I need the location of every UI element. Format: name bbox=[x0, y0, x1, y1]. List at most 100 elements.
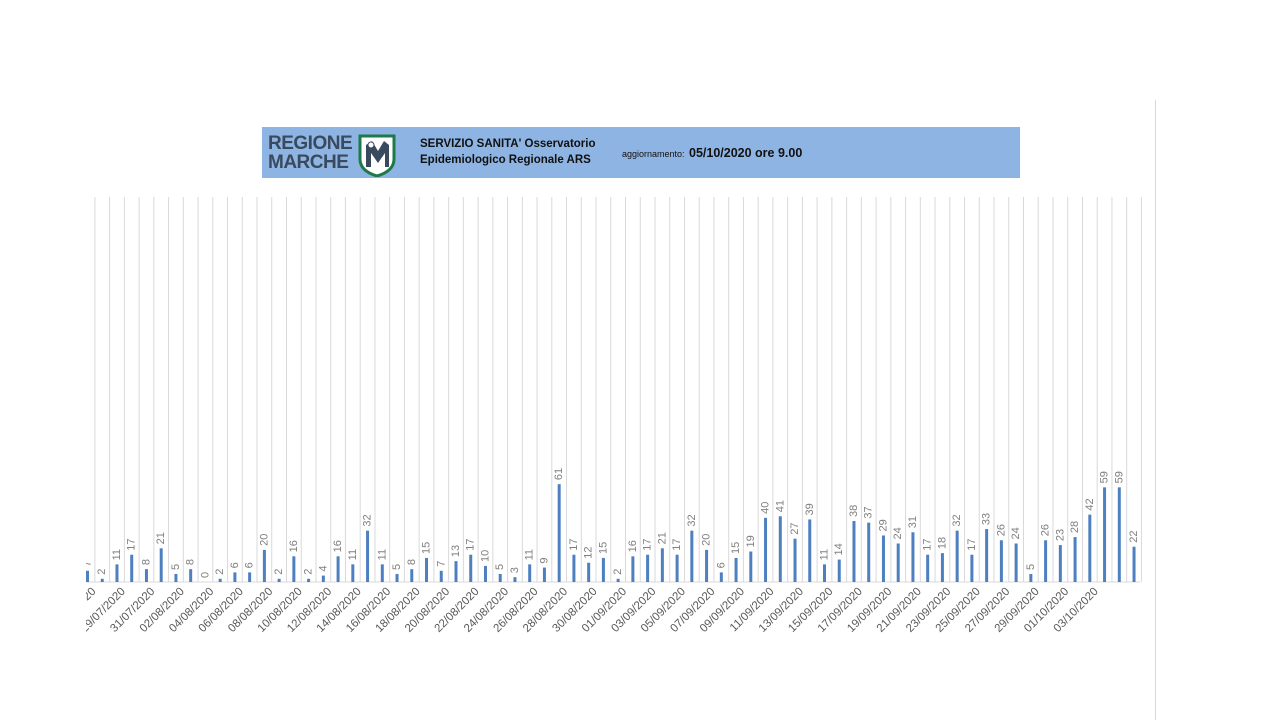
bar-value-label: 16 bbox=[627, 540, 639, 552]
bar bbox=[616, 578, 620, 582]
bar bbox=[439, 570, 443, 582]
bar-value-label: 17 bbox=[966, 538, 978, 550]
bar bbox=[351, 564, 355, 582]
bar-value-label: 18 bbox=[936, 537, 948, 549]
bar-value-label: 2 bbox=[612, 569, 624, 575]
update-info: aggiornamento: 05/10/2020 ore 9.00 bbox=[622, 144, 802, 162]
bar bbox=[970, 554, 974, 582]
bar bbox=[469, 554, 473, 582]
bar-value-label: 11 bbox=[376, 549, 388, 560]
bar-value-label: 32 bbox=[362, 514, 374, 526]
bar bbox=[778, 516, 782, 582]
bar-value-label: 21 bbox=[155, 532, 167, 544]
bar bbox=[498, 573, 502, 582]
bar bbox=[999, 540, 1003, 582]
bar-value-label: 5 bbox=[494, 564, 506, 570]
bar-value-label: 15 bbox=[597, 542, 609, 554]
bar bbox=[1029, 573, 1033, 582]
bar-value-label: 2 bbox=[273, 569, 285, 575]
bar-value-label: 26 bbox=[1040, 524, 1052, 536]
update-label: aggiornamento: bbox=[622, 149, 685, 159]
bar bbox=[336, 556, 340, 582]
bar bbox=[528, 564, 532, 582]
bar bbox=[896, 543, 900, 582]
bar bbox=[366, 530, 370, 582]
bar bbox=[926, 554, 930, 582]
bar bbox=[1014, 543, 1018, 582]
bar bbox=[483, 565, 487, 582]
bar bbox=[1044, 540, 1048, 582]
bar-value-label: 17 bbox=[922, 538, 934, 550]
bar-value-label: 5 bbox=[170, 564, 182, 570]
bar-value-label: 11 bbox=[347, 549, 359, 560]
bar-value-label: 2 bbox=[303, 569, 315, 575]
bar-value-label: 16 bbox=[288, 540, 300, 552]
bar bbox=[1073, 537, 1077, 582]
bar-value-label: 32 bbox=[951, 514, 963, 526]
bar-value-label: 15 bbox=[421, 542, 433, 554]
bar bbox=[631, 556, 635, 582]
bar bbox=[587, 562, 591, 582]
bar-value-label: 42 bbox=[1084, 498, 1096, 510]
bar bbox=[719, 572, 723, 582]
bar-value-label: 24 bbox=[1010, 527, 1022, 539]
bar-value-label: 61 bbox=[553, 468, 565, 480]
bar bbox=[734, 557, 738, 582]
bar-value-label: 17 bbox=[126, 538, 138, 550]
logo-line-1: REGIONE bbox=[268, 133, 353, 154]
bar-value-label: 26 bbox=[995, 524, 1007, 536]
bar bbox=[115, 564, 119, 582]
service-line-1: SERVIZIO SANITA' Osservatorio bbox=[420, 138, 596, 150]
shield-logo-icon bbox=[358, 134, 396, 177]
bar bbox=[1117, 487, 1121, 582]
bar bbox=[705, 549, 709, 582]
bar-value-label: 8 bbox=[406, 559, 418, 565]
bar bbox=[130, 554, 134, 582]
bar bbox=[307, 578, 311, 582]
bar-value-label: 11 bbox=[819, 549, 831, 560]
bar bbox=[823, 564, 826, 582]
bar bbox=[513, 577, 517, 582]
bar bbox=[675, 554, 679, 582]
bar bbox=[852, 521, 856, 582]
bar bbox=[100, 578, 104, 582]
bar-value-label: 5 bbox=[391, 564, 403, 570]
bar-value-label: 38 bbox=[848, 505, 860, 517]
bar bbox=[1058, 545, 1062, 582]
bar-value-label: 17 bbox=[642, 538, 654, 550]
bar-value-label: 24 bbox=[892, 527, 904, 539]
bar-value-label: 0 bbox=[199, 572, 211, 578]
bar-value-label: 6 bbox=[244, 562, 256, 568]
bar-value-label: 32 bbox=[686, 514, 698, 526]
bar-value-label: 20 bbox=[701, 534, 713, 546]
bar bbox=[86, 570, 89, 582]
bar bbox=[542, 567, 546, 582]
bar-value-label: 16 bbox=[332, 540, 344, 552]
bar-value-label: 28 bbox=[1069, 521, 1081, 533]
bar-value-label: 27 bbox=[789, 522, 801, 534]
bar bbox=[749, 551, 753, 582]
bar bbox=[660, 548, 664, 582]
bar-value-label: 15 bbox=[730, 542, 742, 554]
bar-value-label: 7 bbox=[435, 561, 447, 567]
bar-value-label: 9 bbox=[538, 557, 550, 563]
bar-value-label: 12 bbox=[583, 547, 595, 559]
bar bbox=[985, 529, 989, 582]
bar-value-label: 6 bbox=[229, 562, 241, 568]
bar bbox=[881, 535, 885, 582]
bar-value-label: 20 bbox=[258, 534, 270, 546]
bar bbox=[867, 522, 871, 582]
bar bbox=[380, 564, 384, 582]
bar bbox=[174, 573, 178, 582]
bar bbox=[911, 532, 915, 582]
bar-value-label: 29 bbox=[877, 519, 889, 531]
bar bbox=[837, 559, 841, 582]
bar-value-label: 7 bbox=[82, 561, 94, 567]
bar-value-label: 13 bbox=[450, 545, 462, 557]
service-line-2: Epidemiologico Regionale ARS bbox=[420, 154, 591, 166]
bar bbox=[277, 578, 281, 582]
bar bbox=[321, 575, 325, 582]
bar-value-label: 17 bbox=[671, 538, 683, 550]
bar-value-label: 19 bbox=[745, 535, 757, 547]
